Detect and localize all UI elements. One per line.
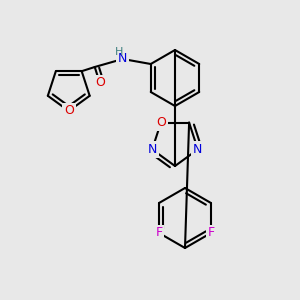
Text: H: H (115, 47, 123, 57)
Text: F: F (207, 226, 214, 239)
Text: N: N (193, 143, 203, 156)
Text: O: O (64, 104, 74, 118)
Text: O: O (156, 116, 166, 129)
Text: N: N (148, 143, 157, 156)
Text: O: O (95, 76, 105, 89)
Text: F: F (155, 226, 163, 239)
Text: N: N (118, 52, 128, 65)
